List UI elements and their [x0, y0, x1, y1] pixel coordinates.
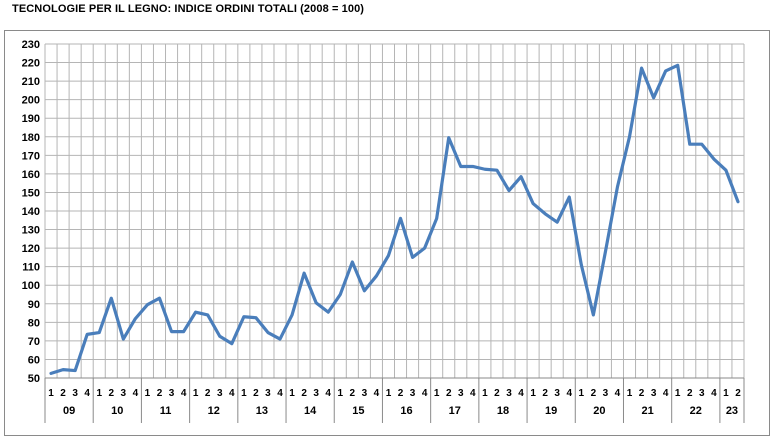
quarter-tick-label: 4 [181, 388, 187, 399]
quarter-tick-label: 4 [84, 388, 90, 399]
quarter-tick-label: 4 [566, 388, 572, 399]
quarter-tick-label: 2 [109, 388, 115, 399]
quarter-tick-label: 4 [470, 388, 476, 399]
y-tick-label: 50 [28, 373, 40, 385]
quarter-tick-label: 4 [711, 388, 717, 399]
year-tick-label: 15 [352, 405, 364, 417]
y-tick-label: 180 [22, 132, 40, 144]
quarter-tick-label: 4 [133, 388, 139, 399]
quarter-tick-label: 3 [121, 388, 127, 399]
year-tick-label: 20 [593, 405, 605, 417]
quarter-tick-label: 1 [579, 388, 585, 399]
series-line [49, 63, 740, 375]
quarter-tick-label: 1 [145, 388, 151, 399]
quarter-tick-label: 4 [325, 388, 331, 399]
quarter-tick-label: 1 [193, 388, 199, 399]
quarter-tick-label: 1 [530, 388, 536, 399]
y-tick-label: 230 [22, 39, 40, 51]
y-tick-label: 120 [22, 243, 40, 255]
quarter-tick-label: 1 [337, 388, 343, 399]
year-tick-label: 21 [641, 405, 653, 417]
quarter-tick-label: 2 [398, 388, 404, 399]
quarter-tick-label: 1 [386, 388, 392, 399]
quarter-tick-label: 1 [482, 388, 488, 399]
quarter-tick-label: 2 [687, 388, 693, 399]
quarter-tick-label: 2 [205, 388, 211, 399]
y-tick-label: 150 [22, 187, 40, 199]
quarter-tick-label: 2 [639, 388, 645, 399]
quarter-tick-label: 3 [217, 388, 223, 399]
y-tick-label: 60 [28, 354, 40, 366]
quarter-tick-label: 2 [253, 388, 259, 399]
quarter-tick-label: 2 [350, 388, 356, 399]
y-tick-label: 70 [28, 336, 40, 348]
quarter-tick-label: 4 [663, 388, 669, 399]
y-tick-label: 80 [28, 317, 40, 329]
quarter-tick-label: 1 [675, 388, 681, 399]
y-tick-label: 190 [22, 113, 40, 125]
quarter-tick-label: 3 [265, 388, 271, 399]
quarter-tick-label: 1 [627, 388, 633, 399]
quarter-tick-label: 4 [374, 388, 380, 399]
year-tick-label: 14 [304, 405, 317, 417]
quarter-tick-label: 2 [157, 388, 163, 399]
y-tick-label: 170 [22, 150, 40, 162]
y-tick-label: 90 [28, 299, 40, 311]
y-tick-label: 210 [22, 76, 40, 88]
quarter-tick-label: 3 [458, 388, 464, 399]
quarter-tick-label: 3 [554, 388, 560, 399]
year-tick-label: 16 [400, 405, 412, 417]
quarter-tick-label: 3 [651, 388, 657, 399]
quarter-tick-label: 4 [277, 388, 283, 399]
quarter-tick-label: 2 [301, 388, 307, 399]
quarter-tick-label: 1 [241, 388, 247, 399]
chart-frame [4, 30, 770, 436]
year-tick-label: 22 [690, 405, 702, 417]
quarter-tick-label: 2 [591, 388, 597, 399]
gridlines [44, 43, 745, 379]
quarter-tick-label: 4 [615, 388, 621, 399]
quarter-tick-label: 2 [446, 388, 452, 399]
year-tick-label: 11 [160, 405, 172, 417]
quarter-tick-label: 3 [169, 388, 175, 399]
quarter-tick-label: 2 [60, 388, 66, 399]
quarter-tick-label: 3 [410, 388, 416, 399]
quarter-tick-label: 2 [542, 388, 548, 399]
year-tick-label: 23 [726, 405, 738, 417]
quarter-tick-label: 2 [735, 388, 741, 399]
quarter-tick-label: 1 [434, 388, 440, 399]
y-tick-label: 110 [22, 262, 40, 274]
y-tick-label: 220 [22, 58, 40, 70]
year-tick-label: 09 [63, 405, 75, 417]
y-tick-label: 200 [22, 95, 40, 107]
quarter-tick-label: 3 [506, 388, 512, 399]
year-tick-label: 12 [208, 405, 220, 417]
y-axis-ticks: 50 60 70 80 90 100 110 120 130 140 150 160 170 180 190… [22, 39, 40, 385]
y-tick-label: 160 [22, 169, 40, 181]
year-tick-label: 18 [497, 405, 509, 417]
quarter-tick-label: 3 [362, 388, 368, 399]
year-tick-label: 17 [449, 405, 461, 417]
year-tick-label: 10 [111, 405, 123, 417]
quarter-tick-label: 1 [723, 388, 729, 399]
y-tick-label: 100 [22, 280, 40, 292]
y-tick-label: 140 [22, 206, 40, 218]
quarter-tick-label: 3 [72, 388, 78, 399]
quarter-tick-label: 3 [699, 388, 705, 399]
chart-title: TECNOLOGIE PER IL LEGNO: INDICE ORDINI T… [12, 3, 365, 15]
quarter-tick-label: 1 [96, 388, 102, 399]
quarter-tick-label: 3 [603, 388, 609, 399]
quarter-tick-label: 3 [313, 388, 319, 399]
quarter-tick-label: 4 [422, 388, 428, 399]
quarter-tick-label: 1 [48, 388, 54, 399]
quarter-tick-label: 4 [518, 388, 524, 399]
quarter-tick-label: 1 [289, 388, 295, 399]
year-tick-label: 13 [256, 405, 268, 417]
year-tick-label: 19 [545, 405, 557, 417]
quarter-tick-label: 4 [229, 388, 235, 399]
quarter-tick-label: 2 [494, 388, 500, 399]
y-tick-label: 130 [22, 225, 40, 237]
